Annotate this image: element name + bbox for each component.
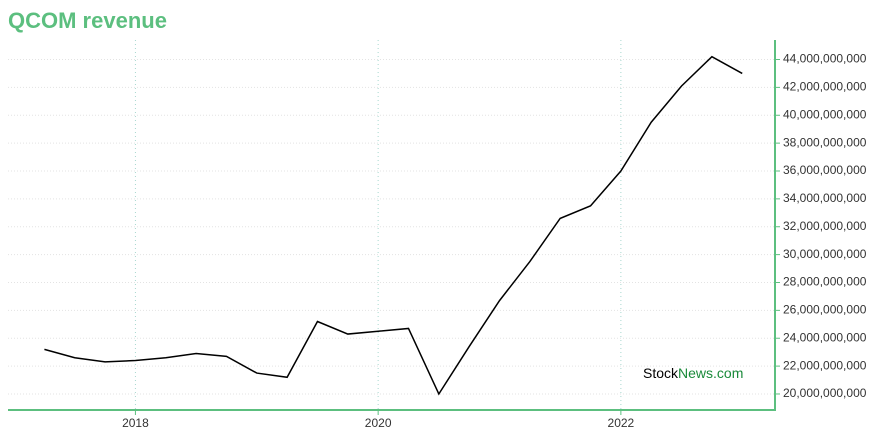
y-tick-label: 38,000,000,000: [783, 135, 867, 149]
y-tick-label: 28,000,000,000: [783, 275, 867, 289]
y-tick-label: 22,000,000,000: [783, 358, 867, 372]
watermark-part: News.com: [678, 365, 743, 381]
x-tick-label: 2020: [365, 416, 392, 430]
chart-title: QCOM revenue: [8, 8, 167, 33]
watermark: StockNews.com: [643, 365, 743, 381]
y-tick-label: 30,000,000,000: [783, 247, 867, 261]
y-tick-label: 34,000,000,000: [783, 191, 867, 205]
y-tick-label: 20,000,000,000: [783, 386, 867, 400]
y-tick-label: 40,000,000,000: [783, 107, 867, 121]
y-tick-label: 24,000,000,000: [783, 330, 867, 344]
y-tick-label: 32,000,000,000: [783, 219, 867, 233]
data-line: [44, 55, 743, 396]
x-tick-label: 2018: [122, 416, 149, 430]
y-tick-label: 36,000,000,000: [783, 163, 867, 177]
watermark-part: Stock: [643, 365, 679, 381]
y-tick-label: 44,000,000,000: [783, 52, 867, 66]
y-tick-label: 42,000,000,000: [783, 80, 867, 94]
x-tick-label: 2022: [608, 416, 635, 430]
y-tick-label: 26,000,000,000: [783, 303, 867, 317]
